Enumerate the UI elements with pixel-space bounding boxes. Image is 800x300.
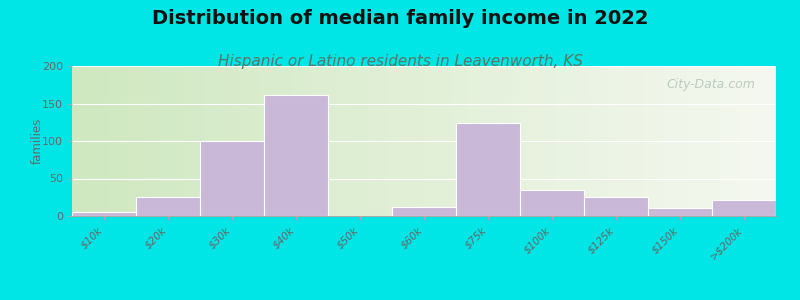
- Bar: [200, 141, 264, 216]
- Bar: [712, 200, 776, 216]
- Bar: [520, 190, 584, 216]
- Bar: [648, 208, 712, 216]
- Bar: [392, 207, 456, 216]
- Bar: [456, 123, 520, 216]
- Bar: [264, 94, 328, 216]
- Text: Hispanic or Latino residents in Leavenworth, KS: Hispanic or Latino residents in Leavenwo…: [218, 54, 582, 69]
- Bar: [136, 197, 200, 216]
- Bar: [72, 212, 136, 216]
- Text: Distribution of median family income in 2022: Distribution of median family income in …: [152, 9, 648, 28]
- Text: City-Data.com: City-Data.com: [666, 78, 755, 91]
- Bar: [584, 196, 648, 216]
- Y-axis label: families: families: [31, 118, 44, 164]
